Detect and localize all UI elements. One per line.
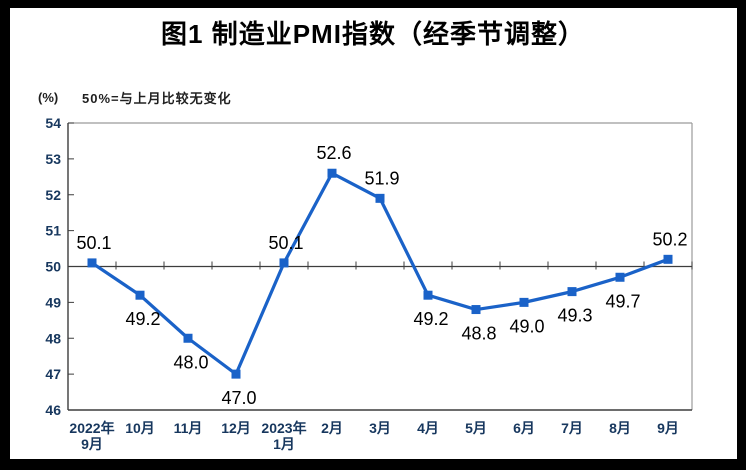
data-point-marker	[567, 287, 577, 297]
data-label: 47.0	[221, 388, 256, 408]
data-point-marker	[327, 168, 337, 178]
data-labels: 50.1 49.2 48.0 47.0 50.1 52.6 51.9 49.2 48.8 49.0…	[76, 143, 687, 408]
y-tick-label: 53	[45, 151, 61, 167]
baseline-ticks	[67, 261, 693, 270]
series-markers	[87, 168, 673, 379]
data-point-marker	[471, 305, 481, 315]
baseline-note: 50%=与上月比较无变化	[82, 91, 232, 106]
y-tick-label: 48	[45, 330, 61, 346]
x-tick-label: 5月	[465, 420, 487, 436]
data-label: 48.0	[173, 352, 208, 372]
chart-page	[10, 8, 737, 459]
data-point-marker	[135, 290, 145, 300]
x-tick-label: 8月	[609, 420, 631, 436]
y-axis-ticks: 46 47 48 49 50 51 52 53 54	[45, 115, 74, 418]
data-label: 49.2	[413, 309, 448, 329]
y-axis-unit-label: (%)	[38, 90, 59, 105]
data-label: 49.7	[605, 291, 640, 311]
data-point-marker	[279, 258, 289, 268]
data-point-marker	[423, 290, 433, 300]
y-tick-label: 50	[45, 259, 61, 275]
data-point-marker	[231, 369, 241, 379]
data-point-marker	[615, 272, 625, 282]
data-point-marker	[375, 193, 385, 203]
x-tick-label: 9月	[657, 420, 679, 436]
y-tick-label: 52	[45, 187, 61, 203]
data-label: 50.1	[268, 233, 303, 253]
x-tick-label: 1月	[273, 436, 295, 452]
x-tick-label: 11月	[174, 420, 203, 436]
data-point-marker	[87, 258, 97, 268]
data-label: 50.1	[76, 233, 111, 253]
data-point-marker	[519, 297, 529, 307]
y-tick-label: 46	[45, 402, 61, 418]
chart-title: 图1 制造业PMI指数（经季节调整）	[161, 19, 585, 49]
x-tick-label: 2023年	[261, 420, 306, 436]
x-tick-label: 7月	[561, 420, 583, 436]
data-label: 50.2	[652, 229, 687, 249]
y-tick-label: 47	[45, 366, 61, 382]
data-label: 48.8	[461, 324, 496, 344]
y-tick-label: 51	[45, 223, 61, 239]
x-tick-label: 12月	[221, 420, 251, 436]
x-tick-label: 9月	[81, 436, 103, 452]
data-label: 49.2	[125, 309, 160, 329]
data-point-marker	[183, 333, 193, 343]
data-label: 49.0	[509, 316, 544, 336]
x-tick-label: 10月	[125, 420, 155, 436]
data-label: 52.6	[316, 143, 351, 163]
pmi-series-line	[90, 171, 670, 376]
data-label: 51.9	[364, 168, 399, 188]
x-tick-label: 3月	[369, 420, 391, 436]
data-point-marker	[663, 254, 673, 264]
x-tick-label: 4月	[417, 420, 439, 436]
y-tick-label: 49	[45, 294, 61, 310]
x-tick-label: 6月	[513, 420, 535, 436]
x-tick-label: 2月	[321, 420, 343, 436]
data-label: 49.3	[557, 306, 592, 326]
x-tick-label: 2022年	[69, 420, 114, 436]
y-tick-label: 54	[45, 115, 61, 131]
